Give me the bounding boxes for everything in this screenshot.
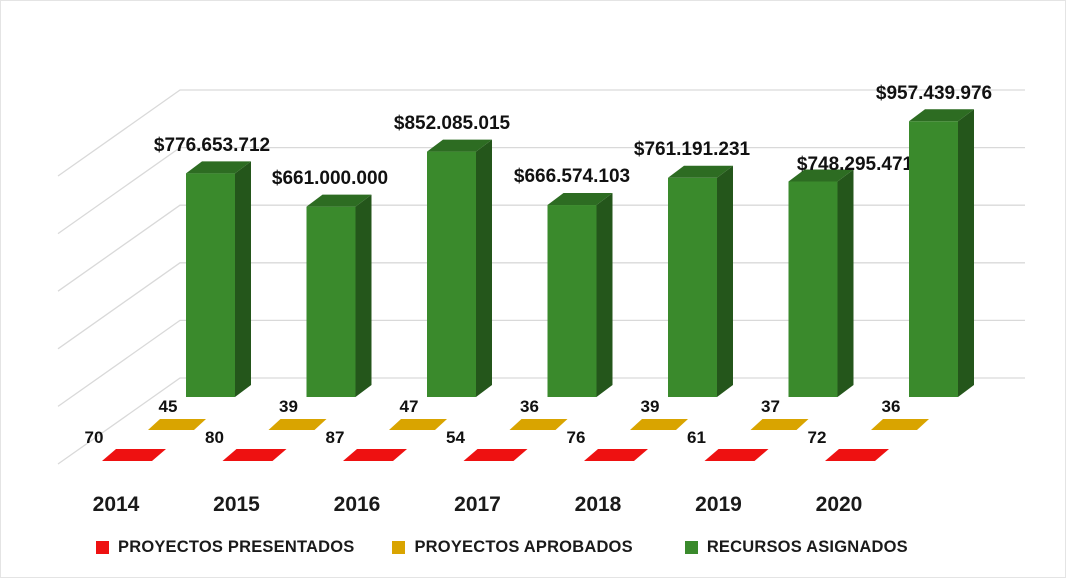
- bar-recursos-side: [837, 169, 854, 397]
- label-aprobados: 47: [400, 397, 419, 416]
- bar-presentados: [825, 449, 889, 461]
- label-recursos: $666.574.103: [514, 166, 630, 187]
- bar-recursos: [306, 206, 356, 397]
- bar-recursos-top: [909, 109, 974, 122]
- label-presentados: 76: [567, 428, 586, 447]
- bar-aprobados: [389, 419, 447, 430]
- bar-aprobados: [509, 419, 568, 430]
- label-recursos: $661.000.000: [272, 168, 388, 189]
- gridline: [57, 204, 1025, 292]
- x-tick-label: 2019: [695, 493, 742, 516]
- gridline: [57, 319, 1025, 407]
- x-tick-label: 2020: [816, 493, 863, 516]
- x-tick-label: 2016: [334, 493, 381, 516]
- bar-aprobados: [750, 419, 809, 430]
- bar-aprobados: [148, 419, 206, 430]
- legend-swatch-aprobados: [392, 541, 406, 554]
- chart-area: 70 45 $776.653.712 2014 80 39 $661.000.000 2015…: [57, 83, 1025, 516]
- label-presentados: 87: [326, 428, 345, 447]
- label-aprobados: 37: [761, 397, 780, 416]
- label-aprobados: 45: [159, 397, 178, 416]
- legend-item-aprobados: PROYECTOS APROBADOS: [392, 538, 633, 557]
- label-aprobados: 39: [641, 397, 660, 416]
- bar-recursos: [547, 205, 597, 397]
- bar-recursos: [788, 181, 838, 397]
- label-recursos: $761.191.231: [634, 139, 751, 160]
- label-recursos: $748.295.471: [797, 154, 914, 175]
- bar-recursos-side: [596, 193, 613, 397]
- label-recursos: $852.085.015: [394, 113, 511, 134]
- legend-label-aprobados: PROYECTOS APROBADOS: [414, 538, 633, 556]
- label-recursos: $776.653.712: [154, 135, 270, 156]
- label-aprobados: 36: [882, 397, 901, 416]
- bar-recursos: [186, 173, 235, 397]
- label-presentados: 70: [85, 428, 104, 447]
- gridline: [57, 377, 1025, 465]
- legend-swatch-presentados: [96, 541, 109, 554]
- label-presentados: 54: [446, 428, 465, 447]
- bar-recursos-top: [186, 161, 251, 174]
- bar-presentados: [343, 449, 407, 461]
- label-recursos: $957.439.976: [876, 83, 992, 104]
- x-tick-label: 2015: [213, 493, 260, 516]
- bar-recursos: [668, 177, 717, 397]
- gridline: [57, 146, 1025, 235]
- legend-label-presentados: PROYECTOS PRESENTADOS: [118, 538, 355, 556]
- legend: PROYECTOS PRESENTADOS PROYECTOS APROBADO…: [96, 538, 908, 557]
- label-presentados: 80: [205, 428, 224, 447]
- bar-presentados: [704, 449, 769, 461]
- bar-recursos-top: [306, 194, 372, 207]
- bar-aprobados: [268, 419, 327, 430]
- bar-recursos-side: [476, 139, 492, 397]
- x-tick-label: 2014: [93, 493, 140, 516]
- bar-recursos-top: [788, 169, 854, 182]
- legend-swatch-recursos: [684, 541, 698, 554]
- legend-item-presentados: PROYECTOS PRESENTADOS: [96, 538, 354, 557]
- x-tick-label: 2018: [575, 493, 622, 516]
- legend-label-recursos: RECURSOS ASIGNADOS: [706, 538, 908, 556]
- label-presentados: 61: [687, 428, 706, 447]
- bar-presentados: [222, 449, 287, 461]
- bar-presentados: [102, 449, 166, 461]
- bar-recursos-side: [355, 194, 372, 397]
- bar-presentados: [463, 449, 528, 461]
- bar-recursos-top: [668, 165, 733, 178]
- x-tick-label: 2017: [454, 493, 501, 516]
- label-aprobados: 39: [279, 397, 298, 416]
- label-presentados: 72: [808, 428, 827, 447]
- legend-item-recursos: RECURSOS ASIGNADOS: [684, 538, 908, 557]
- bar-aprobados: [871, 419, 929, 430]
- bar-presentados: [584, 449, 648, 461]
- bar-recursos-side: [717, 165, 733, 397]
- bar-recursos-side: [235, 161, 251, 397]
- bar-recursos: [427, 151, 476, 397]
- gridline: [57, 89, 1025, 177]
- bar-recursos-top: [427, 139, 492, 152]
- bar-recursos-side: [958, 109, 974, 397]
- gridline: [57, 262, 1025, 350]
- bar-aprobados: [630, 419, 688, 430]
- label-aprobados: 36: [520, 397, 539, 416]
- bar-recursos-top: [547, 193, 613, 206]
- bar-recursos: [909, 121, 958, 397]
